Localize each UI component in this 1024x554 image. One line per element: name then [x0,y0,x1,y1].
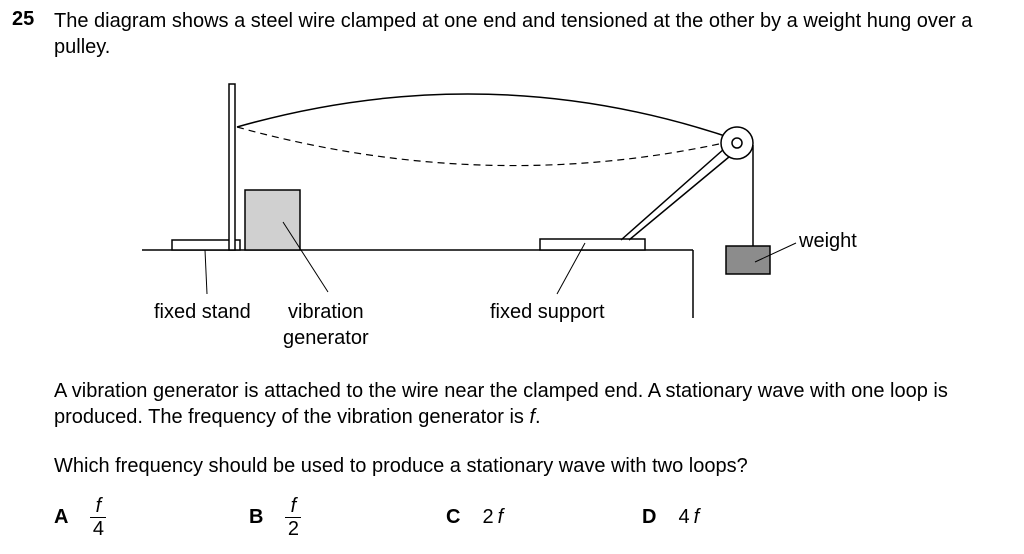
paragraph-setup: A vibration generator is attached to the… [54,378,1004,430]
label-vibration: vibration [288,301,364,323]
pulley [720,126,754,160]
option-d-coefficient: 4 [678,505,690,528]
vibration-generator [244,189,301,251]
fraction-bar [90,516,107,518]
paragraph-setup-text: A vibration generator is attached to the… [54,380,948,428]
fixed-support [539,140,742,251]
option-a-numerator: f [95,494,102,517]
paragraph-question: Which frequency should be used to produc… [54,455,748,477]
wire-lower-loop [236,126,738,167]
option-b-denominator: 2 [287,517,300,540]
option-b-letter: B [249,505,264,528]
label-fixed-support: fixed support [490,301,605,323]
question-stem: The diagram shows a steel wire clamped a… [54,10,973,58]
fixed-stand [171,83,241,251]
option-a-fraction: f 4 [90,494,107,540]
option-c-variable: f [497,505,504,528]
option-a-letter: A [54,505,69,528]
label-fixed-stand: fixed stand [154,301,251,323]
option-d-letter: D [642,505,657,528]
option-c-letter: C [446,505,461,528]
wire-upper-loop [236,93,738,141]
option-b-numerator: f [290,494,297,517]
option-a-denominator: 4 [92,517,105,540]
option-b-fraction: f 2 [285,494,302,540]
option-d-variable: f [693,505,700,528]
option-b[interactable]: B f 2 [249,492,302,542]
paragraph-setup-end: . [535,406,541,428]
option-a[interactable]: A f 4 [54,492,107,542]
weight-block [725,245,771,275]
label-generator: generator [283,327,369,349]
question-number: 25 [12,8,35,30]
frequency-variable: f [529,406,536,428]
label-leaders [204,221,797,295]
option-c-coefficient: 2 [482,505,494,528]
fraction-bar [285,516,302,518]
label-weight: weight [798,230,857,252]
